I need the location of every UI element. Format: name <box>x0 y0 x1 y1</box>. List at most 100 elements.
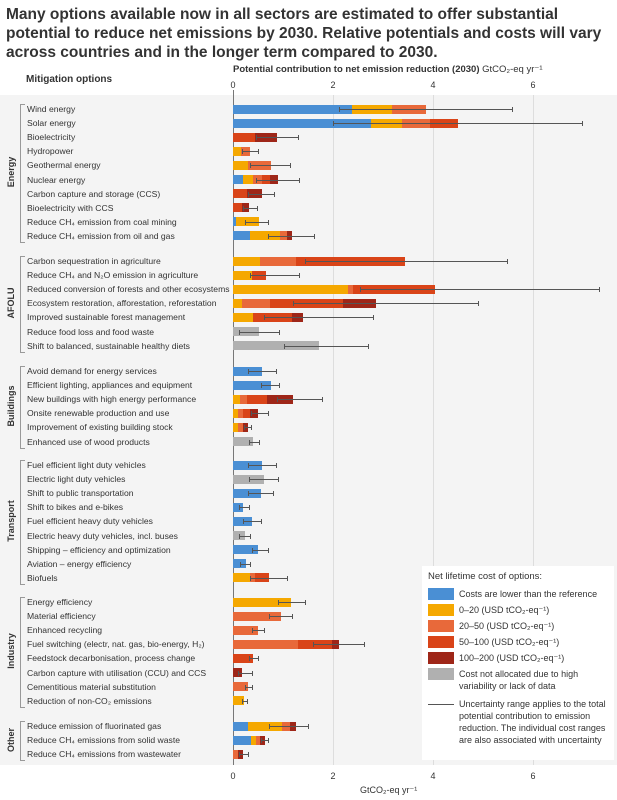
uncertainty-cap-low <box>241 149 243 155</box>
uncertainty-cap-high <box>259 439 260 445</box>
option-label: Reduce CH₄ emissions from solid waste <box>27 735 180 746</box>
legend-swatch <box>428 588 454 600</box>
figure-title: Many options available now in all sector… <box>6 6 602 61</box>
option-label: Enhanced recycling <box>27 625 103 636</box>
bar-segment-na <box>233 474 264 484</box>
sector-bracket <box>20 460 25 585</box>
uncertainty-cap-low <box>248 369 249 374</box>
uncertainty-range <box>339 109 512 110</box>
uncertainty-cap-high <box>268 411 269 417</box>
uncertainty-cap-low <box>248 191 249 197</box>
uncertainty-range <box>255 179 299 181</box>
option-label: Efficient lighting, appliances and equip… <box>27 380 193 391</box>
uncertainty-range <box>239 507 249 509</box>
uncertainty-range <box>243 207 257 209</box>
uncertainty-cap-high <box>275 463 277 468</box>
uncertainty-cap-high <box>289 163 291 169</box>
sector-bracket <box>20 721 25 762</box>
uncertainty-cap-low <box>239 533 240 539</box>
legend-label: 50–100 (USD tCO₂-eq⁻¹) <box>459 637 560 647</box>
uncertainty-cap-high <box>279 383 280 389</box>
uncertainty-cap-low <box>249 656 250 662</box>
option-label: Carbon capture with utilisation (CCU) an… <box>27 667 207 678</box>
uncertainty-cap-high <box>256 205 258 211</box>
bar-segment-c20_50 <box>239 394 247 404</box>
bar-segment-lower <box>233 118 371 128</box>
bar-segment-c0_20 <box>233 696 244 706</box>
bar-segment-lower <box>233 380 271 390</box>
uncertainty-cap-low <box>252 628 253 634</box>
uncertainty-cap-low <box>260 383 262 389</box>
uncertainty-cap-high <box>308 724 309 729</box>
uncertainty-range <box>241 700 247 702</box>
bar-segment-lower <box>233 721 248 731</box>
x-tick-top: 4 <box>430 80 436 90</box>
bar-segment-c0_20 <box>233 422 238 432</box>
option-label: Carbon capture and storage (CCS) <box>27 188 161 199</box>
bar-segment-lower <box>233 104 352 114</box>
uncertainty-range <box>313 644 364 646</box>
legend-title: Net lifetime cost of options: <box>428 571 543 582</box>
uncertainty-range <box>359 289 599 291</box>
uncertainty-cap-high <box>246 698 248 704</box>
uncertainty-cap-low <box>243 519 244 525</box>
uncertainty-cap-high <box>263 628 265 634</box>
bar-segment-c50_100 <box>243 408 250 418</box>
option-label: Enhanced use of wood products <box>27 436 150 447</box>
uncertainty-range <box>333 123 582 125</box>
bar-segment-c0_20 <box>233 160 248 170</box>
uncertainty-cap-low <box>269 724 270 729</box>
option-label: Reduce food loss and food waste <box>27 326 155 337</box>
option-label: Onsite renewable production and use <box>27 408 170 419</box>
uncertainty-cap-high <box>247 752 249 758</box>
bar-segment-c20_50 <box>347 284 353 294</box>
sector-label-buildings: Buildings <box>6 385 16 427</box>
uncertainty-cap-low <box>251 547 253 553</box>
bar-segment-c0_20 <box>233 146 241 156</box>
option-label: Reduce CH₄ emission from coal mining <box>27 216 177 227</box>
bar-segment-lower <box>233 559 246 569</box>
x-tick-bottom: 0 <box>230 771 236 781</box>
uncertainty-cap-low <box>248 463 249 468</box>
option-label: Aviation – energy efficiency <box>27 558 132 569</box>
legend: Net lifetime cost of options: Costs are … <box>422 566 614 760</box>
bar-segment-c0_20 <box>233 284 348 294</box>
legend-uncertainty-text: Uncertainty range applies to the total p… <box>459 699 606 745</box>
uncertainty-cap-high <box>258 656 259 662</box>
option-label: Cementitious material substitution <box>27 681 156 692</box>
bar-segment-lower <box>233 502 243 512</box>
uncertainty-range <box>249 165 290 167</box>
bar-segment-c0_20 <box>233 394 240 404</box>
uncertainty-cap-low <box>248 439 250 445</box>
uncertainty-range-icon <box>428 704 454 705</box>
uncertainty-cap-low <box>249 273 251 279</box>
legend-label: 0–20 (USD tCO₂-eq⁻¹) <box>459 605 550 615</box>
uncertainty-cap-high <box>478 301 479 307</box>
uncertainty-range <box>284 345 368 347</box>
option-label: Ecosystem restoration, afforestation, re… <box>27 298 217 309</box>
uncertainty-range <box>304 261 507 262</box>
x-tick-top: 2 <box>330 80 336 90</box>
uncertainty-range <box>239 754 248 756</box>
uncertainty-range <box>248 441 259 443</box>
uncertainty-cap-high <box>267 547 269 553</box>
bar-segment-c50_100 <box>233 203 242 213</box>
option-label: Feedstock decarbonisation, process chang… <box>27 653 196 664</box>
uncertainty-range <box>238 672 252 674</box>
option-label: Fuel efficient heavy duty vehicles <box>27 516 153 527</box>
uncertainty-range <box>260 740 268 742</box>
uncertainty-cap-high <box>248 505 250 511</box>
uncertainty-cap-high <box>291 614 293 620</box>
uncertainty-cap-low <box>244 219 246 225</box>
sector-label-transport: Transport <box>6 500 16 543</box>
uncertainty-cap-low <box>238 670 239 676</box>
uncertainty-cap-low <box>244 684 246 690</box>
uncertainty-cap-high <box>268 219 269 225</box>
uncertainty-range <box>244 427 251 429</box>
bar-segment-c20_50 <box>233 639 298 649</box>
uncertainty-range <box>248 493 273 495</box>
uncertainty-range <box>267 235 314 237</box>
bar-segment-na <box>233 531 245 540</box>
uncertainty-cap-low <box>304 259 306 264</box>
